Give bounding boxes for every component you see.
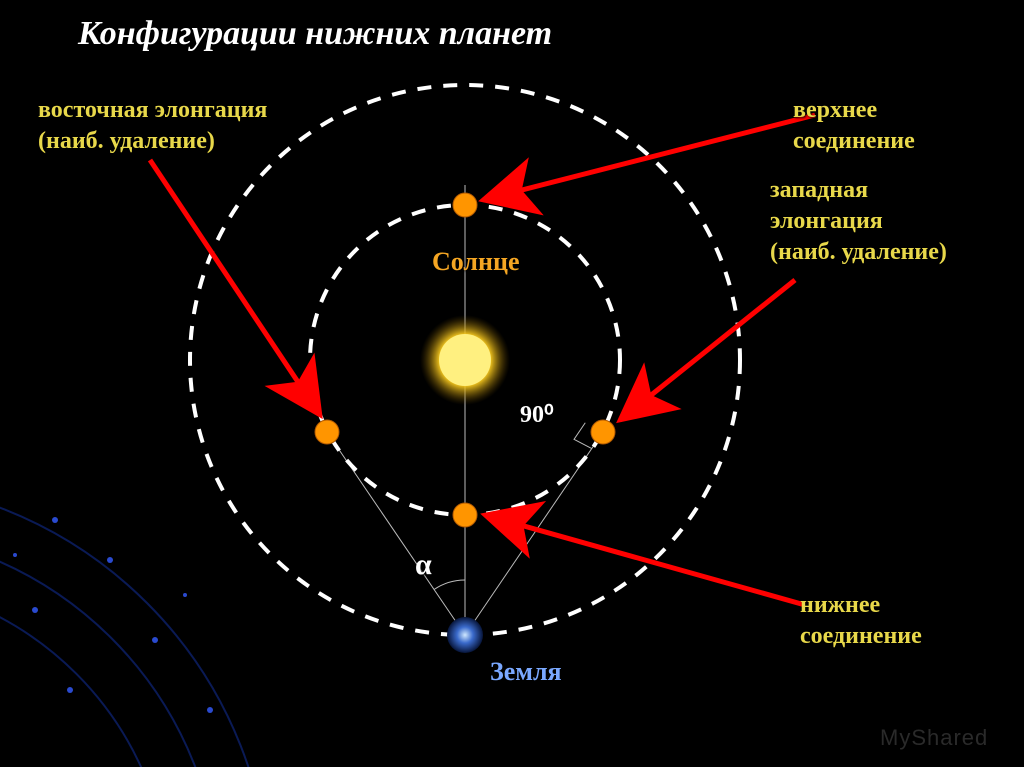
callout-westElong: западная элонгация (наиб. удаление) xyxy=(770,175,947,269)
angle-alpha-label: α xyxy=(415,545,432,584)
decorative-arcs xyxy=(0,480,270,767)
callout-eastElong: восточная элонгация (наиб. удаление) xyxy=(38,95,267,157)
angle-90-label: 90⁰ xyxy=(520,400,554,431)
callout-superiorConj: верхнее соединение xyxy=(793,95,915,157)
angle-arcs xyxy=(434,580,465,590)
earth-label: Земля xyxy=(490,655,562,689)
sun-label: Солнце xyxy=(432,245,520,279)
watermark: MyShared xyxy=(880,725,988,751)
diagram-title: Конфигурации нижних планет xyxy=(78,15,552,53)
callout-inferiorConj: нижнее соединение xyxy=(800,590,922,652)
